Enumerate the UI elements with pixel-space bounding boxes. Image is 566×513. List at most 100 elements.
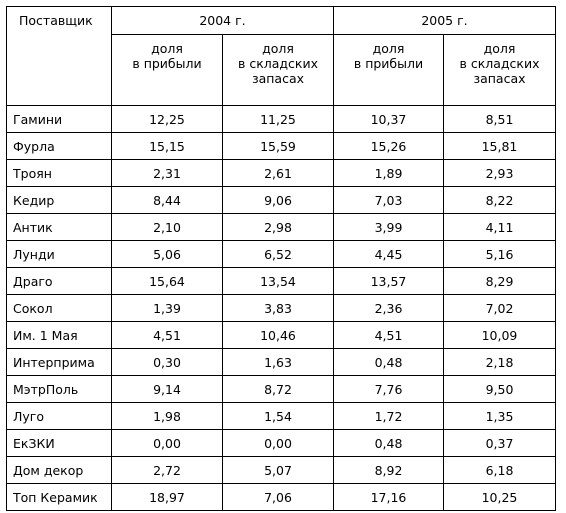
profit-share-2004-cell: 0,00 (111, 429, 223, 457)
header-year-2005: 2005 г. (333, 6, 556, 35)
table-row: Фурла 15,15 15,59 15,26 15,81 (6, 132, 556, 160)
profit-share-2004-cell: 4,51 (111, 321, 223, 349)
table-row: МэтрПоль 9,14 8,72 7,76 9,50 (6, 375, 556, 403)
supplier-name-cell: Фурла (6, 132, 112, 160)
stock-share-2005-cell: 1,35 (443, 402, 556, 430)
profit-share-2004-cell: 18,97 (111, 483, 223, 511)
profit-share-2005-cell: 0,48 (333, 429, 444, 457)
header-profit-share-2005: доля в прибыли (333, 34, 444, 106)
profit-share-2005-cell: 15,26 (333, 132, 444, 160)
profit-share-2004-cell: 2,72 (111, 456, 223, 484)
supplier-name-cell: Драго (6, 267, 112, 295)
stock-share-2005-cell: 10,09 (443, 321, 556, 349)
stock-share-2005-cell: 9,50 (443, 375, 556, 403)
profit-share-2004-cell: 12,25 (111, 105, 223, 133)
table-row: Сокол 1,39 3,83 2,36 7,02 (6, 294, 556, 322)
stock-share-2005-cell: 15,81 (443, 132, 556, 160)
profit-share-2004-cell: 5,06 (111, 240, 223, 268)
profit-share-2005-cell: 1,89 (333, 159, 444, 187)
supplier-name-cell: Лунди (6, 240, 112, 268)
profit-share-2005-cell: 2,36 (333, 294, 444, 322)
stock-share-2004-cell: 3,83 (222, 294, 334, 322)
stock-share-2004-cell: 6,52 (222, 240, 334, 268)
stock-share-2005-cell: 2,18 (443, 348, 556, 376)
table-row: Луго 1,98 1,54 1,72 1,35 (6, 402, 556, 430)
header-year-2004: 2004 г. (111, 6, 334, 35)
stock-share-2005-cell: 2,93 (443, 159, 556, 187)
profit-share-2004-cell: 1,39 (111, 294, 223, 322)
supplier-name-cell: Гамини (6, 105, 112, 133)
stock-share-2004-cell: 10,46 (222, 321, 334, 349)
header-row-years: Поставщик 2004 г. 2005 г. (6, 6, 556, 106)
stock-share-2004-cell: 2,61 (222, 159, 334, 187)
header-stock-share-2004: доля в складских запасах (222, 34, 334, 106)
profit-share-2004-cell: 15,64 (111, 267, 223, 295)
stock-share-2005-cell: 0,37 (443, 429, 556, 457)
supplier-name-cell: Им. 1 Мая (6, 321, 112, 349)
stock-share-2005-cell: 6,18 (443, 456, 556, 484)
header-profit-share-2004: доля в прибыли (111, 34, 223, 106)
table-row: Им. 1 Мая 4,51 10,46 4,51 10,09 (6, 321, 556, 349)
stock-share-2004-cell: 1,54 (222, 402, 334, 430)
profit-share-2005-cell: 4,51 (333, 321, 444, 349)
header-supplier: Поставщик (6, 6, 112, 106)
supplier-name-cell: Интерприма (6, 348, 112, 376)
profit-share-2004-cell: 2,10 (111, 213, 223, 241)
stock-share-2005-cell: 8,51 (443, 105, 556, 133)
supplier-name-cell: Луго (6, 402, 112, 430)
header-row-metrics: доля в прибыли доля в складских запасах … (7, 34, 556, 106)
stock-share-2005-cell: 5,16 (443, 240, 556, 268)
stock-share-2004-cell: 15,59 (222, 132, 334, 160)
supplier-name-cell: Антик (6, 213, 112, 241)
profit-share-2004-cell: 0,30 (111, 348, 223, 376)
profit-share-2005-cell: 13,57 (333, 267, 444, 295)
stock-share-2005-cell: 8,29 (443, 267, 556, 295)
stock-share-2004-cell: 9,06 (222, 186, 334, 214)
profit-share-2005-cell: 17,16 (333, 483, 444, 511)
supplier-name-cell: Топ Керамик (6, 483, 112, 511)
profit-share-2005-cell: 3,99 (333, 213, 444, 241)
profit-share-2004-cell: 1,98 (111, 402, 223, 430)
profit-share-2005-cell: 7,03 (333, 186, 444, 214)
table-row: ЕкЗКИ 0,00 0,00 0,48 0,37 (6, 429, 556, 457)
stock-share-2005-cell: 4,11 (443, 213, 556, 241)
supplier-name-cell: ЕкЗКИ (6, 429, 112, 457)
stock-share-2004-cell: 7,06 (222, 483, 334, 511)
profit-share-2004-cell: 15,15 (111, 132, 223, 160)
profit-share-2005-cell: 4,45 (333, 240, 444, 268)
stock-share-2004-cell: 8,72 (222, 375, 334, 403)
profit-share-2005-cell: 8,92 (333, 456, 444, 484)
stock-share-2005-cell: 7,02 (443, 294, 556, 322)
stock-share-2004-cell: 2,98 (222, 213, 334, 241)
profit-share-2005-cell: 1,72 (333, 402, 444, 430)
table-row: Кедир 8,44 9,06 7,03 8,22 (6, 186, 556, 214)
table-body: Гамини 12,25 11,25 10,37 8,51 Фурла 15,15 15,59… (6, 105, 556, 511)
table-row: Драго 15,64 13,54 13,57 8,29 (6, 267, 556, 295)
profit-share-2005-cell: 10,37 (333, 105, 444, 133)
profit-share-2004-cell: 8,44 (111, 186, 223, 214)
table-row: Топ Керамик 18,97 7,06 17,16 10,25 (6, 483, 556, 511)
table-row: Лунди 5,06 6,52 4,45 5,16 (6, 240, 556, 268)
profit-share-2005-cell: 0,48 (333, 348, 444, 376)
supplier-share-table-container: Поставщик 2004 г. 2005 г. доля в прибыли… (6, 6, 556, 511)
supplier-share-table: Поставщик 2004 г. 2005 г. доля в прибыли… (6, 6, 556, 511)
stock-share-2004-cell: 13,54 (222, 267, 334, 295)
table-row: Гамини 12,25 11,25 10,37 8,51 (6, 105, 556, 133)
stock-share-2004-cell: 1,63 (222, 348, 334, 376)
stock-share-2004-cell: 11,25 (222, 105, 334, 133)
profit-share-2004-cell: 2,31 (111, 159, 223, 187)
supplier-name-cell: Дом декор (6, 456, 112, 484)
profit-share-2004-cell: 9,14 (111, 375, 223, 403)
supplier-name-cell: МэтрПоль (6, 375, 112, 403)
profit-share-2005-cell: 7,76 (333, 375, 444, 403)
stock-share-2005-cell: 8,22 (443, 186, 556, 214)
table-row: Троян 2,31 2,61 1,89 2,93 (6, 159, 556, 187)
table-row: Антик 2,10 2,98 3,99 4,11 (6, 213, 556, 241)
table-row: Дом декор 2,72 5,07 8,92 6,18 (6, 456, 556, 484)
supplier-name-cell: Сокол (6, 294, 112, 322)
stock-share-2004-cell: 0,00 (222, 429, 334, 457)
supplier-name-cell: Кедир (6, 186, 112, 214)
stock-share-2004-cell: 5,07 (222, 456, 334, 484)
header-stock-share-2005: доля в складских запасах (443, 34, 556, 106)
table-row: Интерприма 0,30 1,63 0,48 2,18 (6, 348, 556, 376)
